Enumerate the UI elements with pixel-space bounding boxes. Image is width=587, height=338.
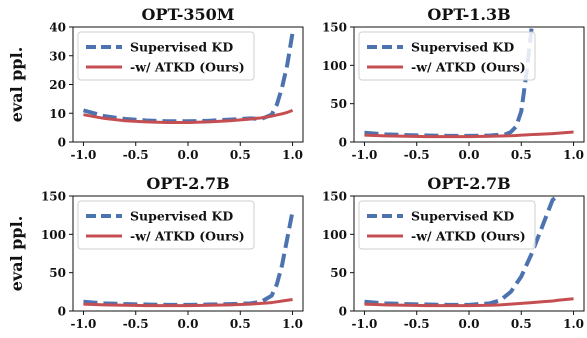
- x-tick-label: 0.5: [511, 148, 532, 162]
- y-tick-label: 150: [322, 190, 347, 204]
- plot-frame: [72, 26, 304, 143]
- plot-frame: [72, 195, 304, 312]
- x-tick-label: 0.5: [511, 317, 532, 331]
- x-tick-label: 0.0: [178, 148, 199, 162]
- legend-label-supervised-kd: Supervised KD: [411, 209, 514, 224]
- x-tick-label: -0.5: [123, 148, 149, 162]
- y-tick-label: 40: [49, 21, 66, 35]
- y-tick-label: 150: [41, 190, 66, 204]
- x-tick-label: -1.0: [71, 317, 97, 331]
- x-tick-label: -1.0: [352, 148, 378, 162]
- chart-title: OPT-350M: [142, 5, 235, 24]
- legend-label-atkd: -w/ ATKD (Ours): [411, 229, 526, 244]
- x-tick-label: 1.0: [282, 148, 303, 162]
- legend-label-supervised-kd: Supervised KD: [130, 209, 233, 224]
- series-line-atkd: [364, 130, 574, 139]
- legend: Supervised KD -w/ ATKD (Ours): [358, 200, 536, 250]
- legend-label-supervised-kd: Supervised KD: [411, 40, 514, 55]
- y-tick-label: 0: [339, 136, 347, 150]
- legend: Supervised KD -w/ ATKD (Ours): [77, 200, 255, 250]
- x-tick-label: -0.5: [404, 317, 430, 331]
- y-tick-label: 0: [339, 305, 347, 319]
- y-tick-label: 150: [322, 21, 347, 35]
- x-tick-label: -0.5: [404, 148, 430, 162]
- y-tick-label: 50: [330, 266, 347, 280]
- y-tick-label: 10: [49, 107, 66, 121]
- y-axis-label: eval ppl.: [7, 216, 26, 292]
- x-tick-label: 1.0: [563, 317, 584, 331]
- x-tick-label: -1.0: [71, 148, 97, 162]
- y-tick-label: 0: [58, 305, 66, 319]
- legend-label-atkd: -w/ ATKD (Ours): [130, 60, 245, 75]
- plot-frame: [353, 26, 585, 143]
- chart-title: OPT-2.7B: [146, 174, 229, 193]
- y-axis-label: eval ppl.: [7, 47, 26, 123]
- x-tick-label: 0.0: [459, 317, 480, 331]
- legend-label-supervised-kd: Supervised KD: [130, 40, 233, 55]
- panel-opt-2-7b-left: OPT-2.7B eval ppl. -1.0 -0.5 0.0 0.5 1.0 0 50 100…: [7, 174, 304, 331]
- y-tick-label: 20: [49, 78, 66, 92]
- chart-title: OPT-2.7B: [427, 174, 510, 193]
- series-line-atkd: [83, 108, 294, 124]
- legend-label-atkd: -w/ ATKD (Ours): [130, 229, 245, 244]
- legend: Supervised KD -w/ ATKD (Ours): [77, 31, 255, 81]
- x-tick-label: -1.0: [352, 317, 378, 331]
- panel-opt-2-7b-right: OPT-2.7B -1.0 -0.5 0.0 0.5 1.0 0 50 100 150 Superv…: [322, 174, 585, 331]
- x-tick-label: 0.5: [230, 317, 251, 331]
- y-tick-label: 30: [49, 49, 66, 63]
- y-tick-label: 0: [58, 136, 66, 150]
- series-line-atkd: [364, 297, 574, 308]
- y-tick-label: 100: [322, 59, 347, 73]
- series-line-atkd: [83, 298, 293, 308]
- x-tick-label: -0.5: [123, 317, 149, 331]
- y-tick-label: 100: [322, 228, 347, 242]
- legend-label-atkd: -w/ ATKD (Ours): [411, 60, 526, 75]
- y-tick-label: 100: [41, 228, 66, 242]
- x-tick-label: 0.5: [230, 148, 251, 162]
- chart-title: OPT-1.3B: [427, 5, 510, 24]
- y-tick-label: 50: [49, 266, 66, 280]
- x-tick-label: 1.0: [563, 148, 584, 162]
- panel-opt-1-3b: OPT-1.3B -1.0 -0.5 0.0 0.5 1.0 0 50 100 150 Superv…: [322, 5, 585, 162]
- x-tick-label: 1.0: [282, 317, 303, 331]
- panel-opt-350m: OPT-350M eval ppl. -1.0 -0.5 0.0 0.5 1.0 0 10 20 3…: [7, 5, 304, 162]
- x-tick-label: 0.0: [178, 317, 199, 331]
- plot-frame: [353, 195, 585, 312]
- x-tick-label: 0.0: [459, 148, 480, 162]
- legend: Supervised KD -w/ ATKD (Ours): [358, 31, 536, 81]
- y-tick-label: 50: [330, 97, 347, 111]
